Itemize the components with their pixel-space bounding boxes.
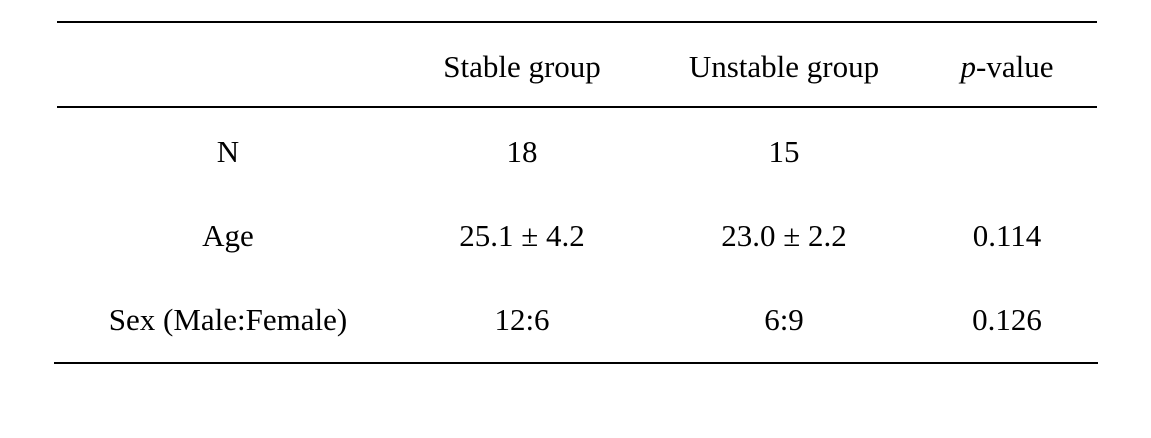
data-cell: 23.0 ± 2.2 — [721, 218, 847, 253]
bottom-rule — [54, 362, 1098, 364]
italic-text: p — [960, 49, 977, 84]
top-rule — [57, 21, 1097, 23]
row-label: N — [216, 134, 240, 169]
row-label: Age — [202, 218, 254, 253]
data-cell: 15 — [768, 134, 800, 169]
header-text: -value — [976, 49, 1054, 84]
data-cell: 0.114 — [972, 218, 1042, 253]
data-cell: 18 — [506, 134, 538, 169]
data-cell: 12:6 — [494, 302, 550, 337]
data-cell: 6:9 — [764, 302, 804, 337]
header-cell: p-value — [867, 47, 1147, 87]
header-cell: Unstable group — [688, 49, 880, 84]
row-label: Sex (Male:Female) — [108, 302, 348, 337]
data-cell: 25.1 ± 4.2 — [459, 218, 585, 253]
header-rule — [57, 106, 1097, 108]
data-cell: 0.126 — [972, 302, 1042, 337]
header-cell: Stable group — [443, 49, 601, 84]
